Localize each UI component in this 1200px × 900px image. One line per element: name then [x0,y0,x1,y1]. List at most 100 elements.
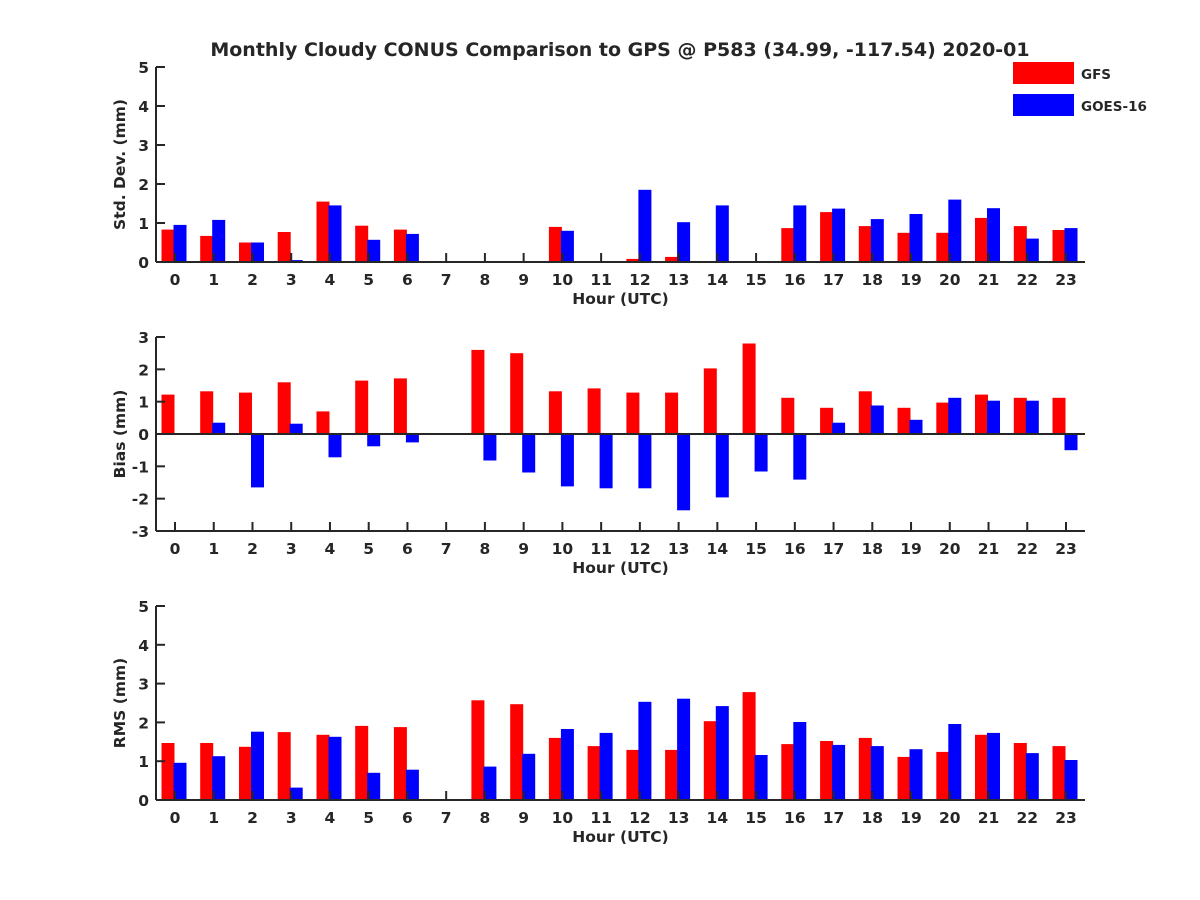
bias-x-tick-label: 5 [363,540,374,558]
bias-bar-gfs-13 [665,392,679,434]
bias-bar-goes16-8 [483,434,497,461]
rms-bar-gfs-21 [975,734,988,800]
std-dev-bar-goes16-23 [1064,228,1078,262]
std-dev-x-tick-label: 18 [862,271,884,289]
bias-x-tick-label: 3 [286,540,297,558]
std-dev-bar-gfs-18 [858,226,872,262]
rms-x-tick-label: 6 [402,809,413,827]
rms-bar-goes16-17 [832,744,846,800]
bias-y-tick-label: -2 [132,491,149,509]
bias-x-tick-label: 2 [247,540,258,558]
std-dev-x-tick-label: 19 [900,271,922,289]
std-dev-y-tick-label: 3 [138,137,149,155]
bias-bar-goes16-9 [522,434,536,473]
rms-x-tick-label: 18 [862,809,884,827]
std-dev-bar-goes16-16 [793,205,807,262]
bias-bar-gfs-6 [393,378,407,434]
bias-bar-gfs-1 [200,391,214,434]
bias-bar-gfs-8 [471,349,485,434]
bias-y-tick-label: 3 [138,329,149,347]
rms-bar-goes16-2 [251,731,264,800]
rms-bar-gfs-3 [277,732,291,800]
rms-bar-goes16-1 [212,756,226,800]
rms-bar-gfs-17 [820,741,834,800]
rms-x-tick-label: 19 [900,809,922,827]
bias-x-tick-label: 12 [629,540,651,558]
bias-x-tick-label: 20 [939,540,961,558]
bias-bar-goes16-15 [754,434,768,472]
std-dev-x-tick-label: 8 [480,271,491,289]
chart-title: Monthly Cloudy CONUS Comparison to GPS @… [210,39,1029,61]
bias-bar-gfs-17 [820,407,834,434]
rms-x-tick-label: 5 [363,809,374,827]
bias-bar-goes16-17 [832,422,846,434]
bias-x-tick-label: 10 [552,540,574,558]
rms-x-tick-label: 23 [1055,809,1077,827]
std-dev-x-tick-label: 15 [745,271,767,289]
bias-y-tick-label: -1 [132,458,149,476]
std-dev-x-tick-label: 0 [170,271,181,289]
std-dev-bar-goes16-18 [870,219,884,262]
rms-bar-gfs-18 [858,737,872,800]
bias-x-tick-label: 17 [823,540,845,558]
std-dev-x-tick-label: 7 [441,271,452,289]
rms-x-tick-label: 13 [668,809,690,827]
bias-x-tick-label: 19 [900,540,922,558]
rms-y-tick-label: 2 [138,714,149,732]
rms-x-tick-label: 11 [590,809,612,827]
bias-x-tick-label: 23 [1055,540,1077,558]
rms-bar-goes16-20 [948,724,962,800]
rms-bar-gfs-13 [665,749,679,800]
bias-bar-gfs-15 [742,343,756,434]
std-dev-bar-gfs-12 [626,258,640,262]
bias-x-tick-label: 7 [441,540,452,558]
rms-x-tick-label: 15 [745,809,767,827]
bias-bar-goes16-20 [948,397,962,434]
bias-y-tick-label: 0 [138,426,149,444]
rms-x-axis-label: Hour (UTC) [572,828,668,846]
bias-x-tick-label: 22 [1016,540,1038,558]
bias-y-tick-label: 1 [138,394,149,412]
std-dev-y-tick-label: 2 [138,176,149,194]
std-dev-bar-gfs-0 [161,229,175,262]
bias-y-tick-label: 2 [138,361,149,379]
std-dev-bar-goes16-10 [560,230,574,262]
rms-bar-gfs-2 [239,746,252,800]
bias-y-axis-label: Bias (mm) [111,390,129,479]
rms-bar-gfs-4 [316,734,330,800]
bias-x-tick-label: 13 [668,540,690,558]
rms-x-tick-label: 17 [823,809,845,827]
bias-y-tick-label: -3 [132,523,149,541]
rms-x-tick-label: 14 [707,809,729,827]
rms-bar-gfs-11 [587,746,601,800]
rms-x-tick-label: 1 [208,809,219,827]
rms-bar-goes16-9 [522,753,536,800]
bias-x-tick-label: 14 [707,540,729,558]
std-dev-x-tick-label: 22 [1016,271,1038,289]
std-dev-bar-goes16-12 [638,189,652,262]
bias-bar-gfs-3 [277,382,291,434]
std-dev-bar-goes16-22 [1025,238,1039,262]
std-dev-y-tick-label: 4 [138,98,149,116]
bias-bar-goes16-12 [638,434,652,489]
bias-x-tick-label: 21 [978,540,1000,558]
std-dev-bar-gfs-17 [820,212,834,262]
std-dev-bar-goes16-14 [715,205,729,262]
rms-y-tick-label: 4 [138,637,149,655]
bias-bar-gfs-4 [316,411,330,434]
rms-bar-gfs-1 [200,743,214,800]
std-dev-bar-goes16-17 [832,208,846,262]
rms-bar-goes16-11 [599,732,613,800]
std-dev-bar-gfs-3 [277,232,291,262]
std-dev-bar-goes16-6 [405,233,419,262]
bias-bar-gfs-23 [1052,397,1066,434]
rms-bar-gfs-6 [393,727,407,800]
std-dev-x-tick-label: 3 [286,271,297,289]
rms-bar-goes16-15 [754,755,768,800]
std-dev-bar-gfs-22 [1013,226,1027,262]
bias-bar-goes16-19 [909,419,923,434]
rms-x-tick-label: 8 [480,809,491,827]
